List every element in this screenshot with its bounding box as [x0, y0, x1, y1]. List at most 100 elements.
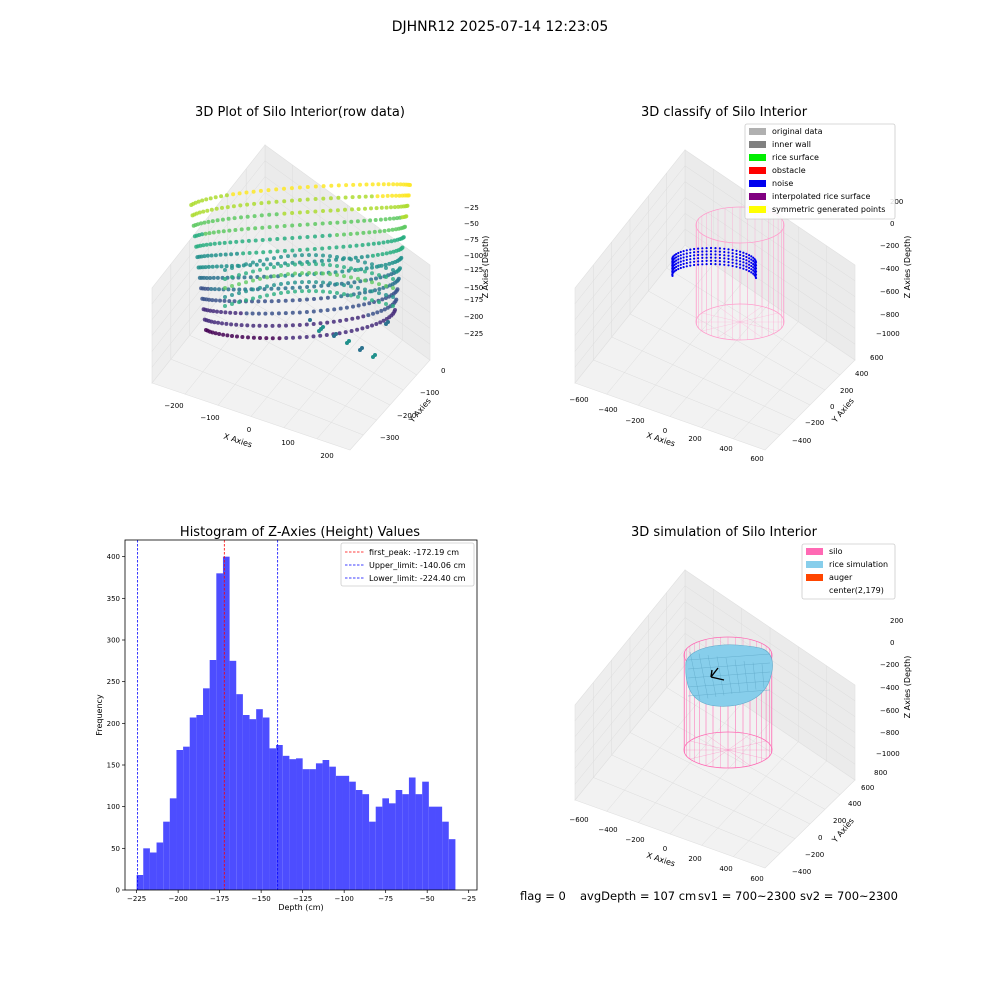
scatter-point: [231, 204, 236, 209]
scatter-point: [290, 298, 295, 303]
noise-point: [689, 248, 692, 251]
histogram-bars: [136, 556, 456, 890]
histogram-bar: [269, 748, 277, 890]
scatter-point: [269, 274, 273, 279]
p1-ztick: −100: [464, 252, 483, 260]
histogram-ytick-label: 50: [111, 845, 120, 853]
scatter-point: [219, 310, 223, 314]
noise-point: [685, 265, 688, 268]
histogram-bar: [189, 717, 197, 890]
scatter-point: [293, 262, 297, 267]
scatter-point: [230, 275, 234, 279]
scatter-point: [227, 228, 232, 233]
scatter-point: [204, 242, 209, 247]
silo-floor-spoke: [689, 749, 729, 760]
scatter-point: [376, 241, 381, 246]
noise-point: [748, 257, 751, 260]
noise-point: [752, 256, 755, 259]
scatter-point: [307, 253, 311, 257]
scatter-point: [293, 280, 297, 285]
scatter-point: [216, 320, 221, 325]
histogram-bar: [296, 758, 303, 890]
scatter-point: [307, 262, 311, 266]
scatter-point: [242, 275, 247, 280]
scatter-point: [224, 321, 229, 326]
scatter-point: [247, 251, 252, 255]
histogram-bar: [422, 781, 429, 890]
scatter-point: [297, 248, 302, 252]
scatter-point: [386, 228, 391, 233]
scatter-point: [380, 194, 385, 199]
scatter-point: [364, 266, 369, 271]
scatter-point: [300, 262, 304, 267]
noise-point: [718, 260, 722, 263]
scatter-point: [265, 266, 269, 271]
scatter-point: [251, 189, 256, 194]
scatter-point: [335, 233, 339, 237]
scatter-point: [251, 296, 255, 301]
scatter-point: [237, 300, 241, 305]
scatter-point: [244, 262, 248, 267]
histogram-bar: [216, 573, 223, 890]
scatter-point: [370, 253, 375, 258]
p1-ztick: −175: [464, 296, 483, 304]
noise-point: [742, 267, 745, 270]
noise-point: [742, 264, 745, 267]
scatter-point: [313, 209, 318, 214]
noise-point: [739, 260, 742, 263]
scatter-point: [366, 313, 371, 318]
histogram-bar: [136, 875, 144, 890]
scatter-point: [246, 335, 250, 340]
scatter-point: [335, 220, 340, 225]
noise-point: [731, 264, 734, 268]
scatter-point: [321, 184, 326, 189]
noise-point: [705, 256, 708, 259]
noise-point: [731, 255, 734, 258]
scatter-point: [328, 221, 333, 225]
noise-point: [697, 247, 700, 250]
scatter-point: [320, 246, 325, 251]
mesh-line: [761, 663, 765, 689]
silo-floor-spoke: [727, 740, 767, 751]
scatter-point: [305, 210, 310, 214]
silo-floor-spoke: [739, 321, 779, 332]
scatter-point: [265, 293, 269, 298]
p2-legend-swatch-sym: [749, 206, 766, 213]
p2-xtick: −600: [569, 396, 588, 404]
scatter-point: [313, 197, 318, 201]
noise-point: [735, 259, 738, 262]
scatter-point: [256, 299, 261, 304]
scatter-point: [370, 265, 374, 270]
p4-xtick: 600: [750, 875, 763, 883]
p2-xtick: 600: [750, 455, 763, 463]
scatter-point: [207, 231, 212, 236]
scatter-point: [201, 243, 206, 248]
p1-xtick: 200: [320, 452, 333, 460]
scatter-point: [313, 222, 318, 226]
noise-point: [705, 247, 708, 250]
p2-ztick: 0: [890, 220, 894, 228]
noise-point: [677, 264, 680, 267]
scatter-point: [210, 264, 215, 269]
grid-line: [574, 585, 686, 721]
scatter-point: [375, 194, 380, 199]
noise-point: [714, 259, 717, 262]
auger-line-1: [710, 676, 725, 681]
scatter-point: [206, 286, 210, 291]
scatter-point: [200, 265, 205, 270]
noise-point: [689, 254, 692, 258]
scatter-point: [256, 311, 261, 316]
p2-ytick: 200: [840, 387, 853, 395]
scatter-point: [384, 205, 389, 210]
scatter-point: [381, 182, 386, 187]
scatter-point: [318, 308, 323, 313]
scatter-point: [348, 232, 353, 236]
scatter-point: [371, 355, 375, 359]
p1-ztick: −75: [464, 236, 479, 244]
grid-line: [246, 263, 417, 376]
p2-xtick: 200: [688, 435, 701, 443]
scatter-point: [248, 263, 253, 268]
scatter-point: [393, 308, 397, 312]
noise-point: [701, 250, 704, 253]
histogram-xtick-label: −225: [127, 895, 146, 903]
